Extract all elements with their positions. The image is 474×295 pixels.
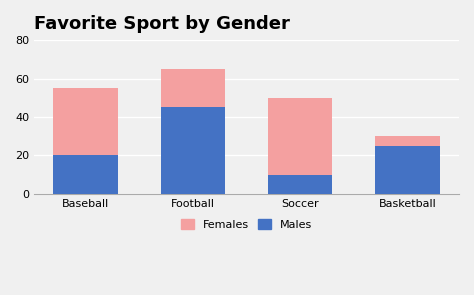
Bar — [53, 88, 118, 155]
Bar — [268, 98, 332, 175]
Bar — [161, 69, 225, 107]
Bar — [375, 146, 440, 194]
Bar — [268, 175, 332, 194]
Legend: Females, Males: Females, Males — [176, 215, 317, 234]
Bar — [375, 136, 440, 146]
Bar — [161, 107, 225, 194]
Text: Favorite Sport by Gender: Favorite Sport by Gender — [34, 15, 290, 33]
Bar — [53, 155, 118, 194]
